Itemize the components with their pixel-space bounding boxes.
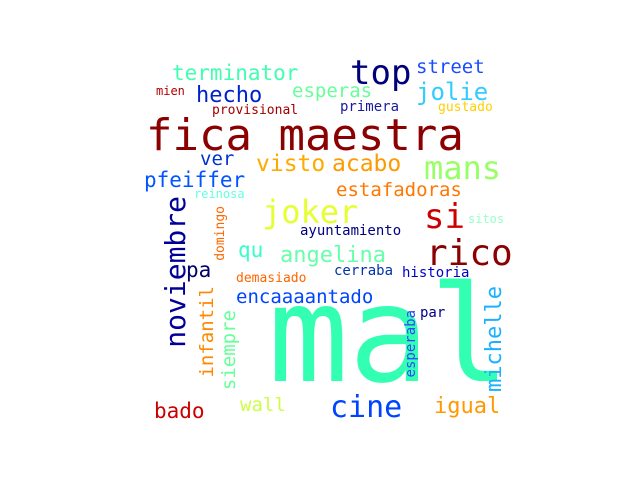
word-ver: ver xyxy=(200,148,235,170)
word-siempre: siempre xyxy=(218,310,240,391)
word-pfeiffer: pfeiffer xyxy=(144,168,246,192)
word-provisional: provisional xyxy=(212,103,299,118)
word-hecho: hecho xyxy=(196,83,263,108)
word-ayuntamiento: ayuntamiento xyxy=(300,223,402,239)
word-gustado: gustado xyxy=(438,100,493,115)
word-jolie: jolie xyxy=(416,78,489,106)
word-pa: pa xyxy=(186,258,212,282)
word-angelina: angelina xyxy=(280,243,386,268)
word-cine: cine xyxy=(330,390,403,425)
word-historia: historia xyxy=(402,265,470,281)
word-michelle: michelle xyxy=(482,286,507,392)
word-mal: mal xyxy=(268,257,511,413)
word-rico: rico xyxy=(426,233,513,274)
word-fica-maestra: fica maestra xyxy=(146,110,464,161)
word-mien: mien xyxy=(156,84,185,98)
word-demasiado: demasiado xyxy=(236,271,307,286)
word-estafadoras: estafadoras xyxy=(336,179,462,201)
word-acabo: acabo xyxy=(332,151,402,177)
word-qu: qu xyxy=(238,238,264,262)
word-infantil: infantil xyxy=(196,286,218,378)
word-encaaaantado: encaaaantado xyxy=(236,286,374,308)
word-si: si xyxy=(424,197,465,237)
word-joker: joker xyxy=(262,193,359,231)
word-top: top xyxy=(350,53,412,93)
word-bado: bado xyxy=(154,399,205,423)
word-street: street xyxy=(416,56,485,78)
word-terminator: terminator xyxy=(172,61,299,85)
word-sitos: sitos xyxy=(468,212,505,226)
word-mans: mans xyxy=(424,149,502,187)
word-par: par xyxy=(420,305,446,321)
word-domingo: domingo xyxy=(213,206,228,261)
word-wall: wall xyxy=(240,394,286,416)
word-esperaba: esperaba xyxy=(403,310,419,378)
word-igual: igual xyxy=(434,394,501,419)
word-primera: primera xyxy=(340,99,400,115)
word-cerraba: cerraba xyxy=(334,263,394,279)
word-visto: visto xyxy=(256,151,326,177)
word-reinosa: reinosa xyxy=(194,187,245,201)
word-esperas: esperas xyxy=(292,80,373,102)
